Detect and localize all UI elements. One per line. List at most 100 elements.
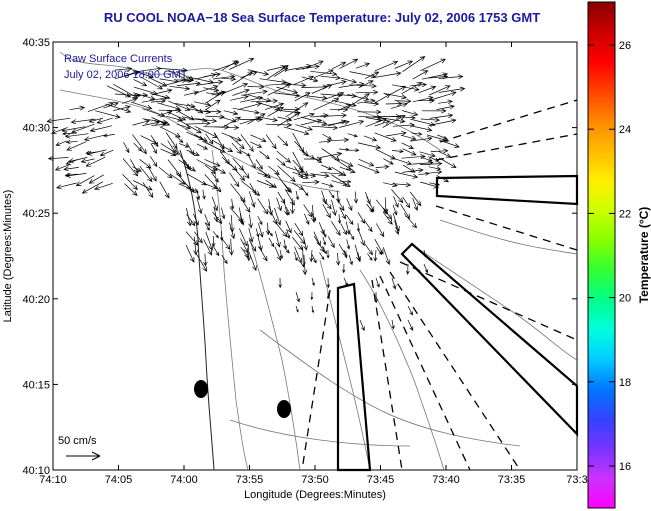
current-vector: [382, 247, 391, 266]
current-vector: [211, 172, 219, 183]
current-vector: [222, 60, 239, 71]
current-vector: [319, 252, 325, 261]
current-vector: [383, 158, 394, 165]
current-vector: [276, 150, 291, 163]
current-vector: [65, 172, 87, 178]
current-vector: [103, 133, 115, 138]
current-vector: [411, 132, 423, 136]
current-vector: [275, 222, 288, 238]
current-vector: [346, 93, 370, 109]
current-vector: [421, 108, 447, 114]
y-axis-ticks: 40:35 40:30 40:25 40:20 40:15 40:10: [22, 37, 577, 477]
current-vector: [246, 244, 252, 262]
current-vector: [214, 125, 240, 131]
current-vector: [132, 166, 142, 172]
current-vector: [438, 99, 454, 105]
current-vector: [301, 76, 319, 83]
current-vector: [313, 69, 334, 79]
current-vector: [286, 229, 291, 239]
current-vector: [326, 249, 330, 259]
current-vector: [160, 148, 177, 157]
current-vector: [165, 115, 184, 122]
current-vector: [274, 92, 301, 98]
current-vector: [86, 149, 107, 156]
current-vector: [221, 207, 226, 220]
current-vector: [357, 252, 361, 263]
x-tick-label: 73:3: [566, 474, 587, 486]
current-vector: [429, 85, 451, 96]
current-vector: [382, 211, 393, 225]
current-vector: [345, 214, 354, 226]
colorbar-tick-label: 16: [619, 461, 631, 473]
current-vector: [366, 196, 375, 213]
x-axis-ticks: 74:10 74:05 74:00 73:55 73:50 73:45 73:40 73:35…: [39, 42, 588, 486]
current-vector: [342, 263, 346, 274]
current-vector: [204, 222, 210, 231]
current-vector: [392, 182, 412, 188]
current-vector: [194, 231, 203, 244]
current-vector: [304, 213, 310, 226]
current-vector: [420, 181, 440, 189]
current-vector: [391, 277, 397, 290]
current-vector: [68, 157, 88, 164]
current-vector: [320, 75, 341, 81]
current-vector: [375, 277, 380, 288]
colorbar-gradient: [587, 1, 616, 509]
current-vector: [309, 249, 314, 263]
current-vector: [221, 237, 231, 250]
current-vector: [428, 166, 442, 171]
current-vector: [357, 98, 376, 104]
current-vector: [295, 190, 300, 201]
current-vector: [277, 111, 301, 127]
current-vector: [196, 79, 224, 86]
current-vector: [340, 223, 347, 236]
current-vector: [196, 254, 208, 272]
current-vector: [142, 182, 154, 198]
current-vector: [285, 220, 292, 234]
current-vector: [230, 94, 249, 101]
current-vector: [265, 134, 277, 150]
current-vector: [311, 305, 315, 314]
colorbar-tick-label: 26: [619, 40, 631, 52]
contour-1: [59, 51, 441, 151]
current-vector: [357, 212, 365, 224]
current-vector: [373, 249, 378, 262]
current-vector: [89, 125, 113, 133]
current-vector: [364, 244, 373, 256]
current-vector: [239, 165, 250, 179]
current-vector: [391, 149, 404, 154]
current-vector: [339, 166, 356, 174]
current-vector: [257, 116, 278, 123]
current-vector: [365, 118, 388, 128]
colorbar: 26 24 22 20 18 16 Temperature (°C): [587, 1, 651, 509]
current-vector: [320, 171, 344, 177]
current-vector: [46, 117, 71, 124]
current-vector: [327, 236, 335, 249]
current-vector: [238, 228, 248, 247]
current-vector: [204, 164, 217, 174]
current-vector: [343, 249, 348, 259]
current-vector: [178, 183, 199, 193]
current-vector: [56, 182, 77, 190]
current-vector: [321, 79, 347, 88]
current-vector: [391, 85, 407, 95]
current-vector: [195, 109, 222, 115]
current-vector: [357, 142, 382, 150]
current-vector: [160, 78, 187, 87]
current-vector: [348, 254, 353, 266]
y-tick-label: 40:10: [22, 465, 50, 477]
current-vector: [230, 163, 246, 182]
current-vector: [133, 92, 156, 101]
current-vector: [81, 181, 104, 194]
y-axis-label: Latitude (Degrees:Minutes): [2, 190, 14, 323]
current-vector: [282, 245, 290, 254]
current-vector: [212, 165, 227, 174]
current-vector: [130, 101, 153, 110]
current-vector: [278, 277, 282, 289]
current-vector: [283, 182, 293, 194]
current-vector: [212, 231, 219, 239]
current-vector: [159, 181, 170, 199]
colorbar-tick-label: 20: [619, 293, 631, 305]
current-vector: [409, 191, 422, 207]
current-vector: [301, 118, 323, 126]
